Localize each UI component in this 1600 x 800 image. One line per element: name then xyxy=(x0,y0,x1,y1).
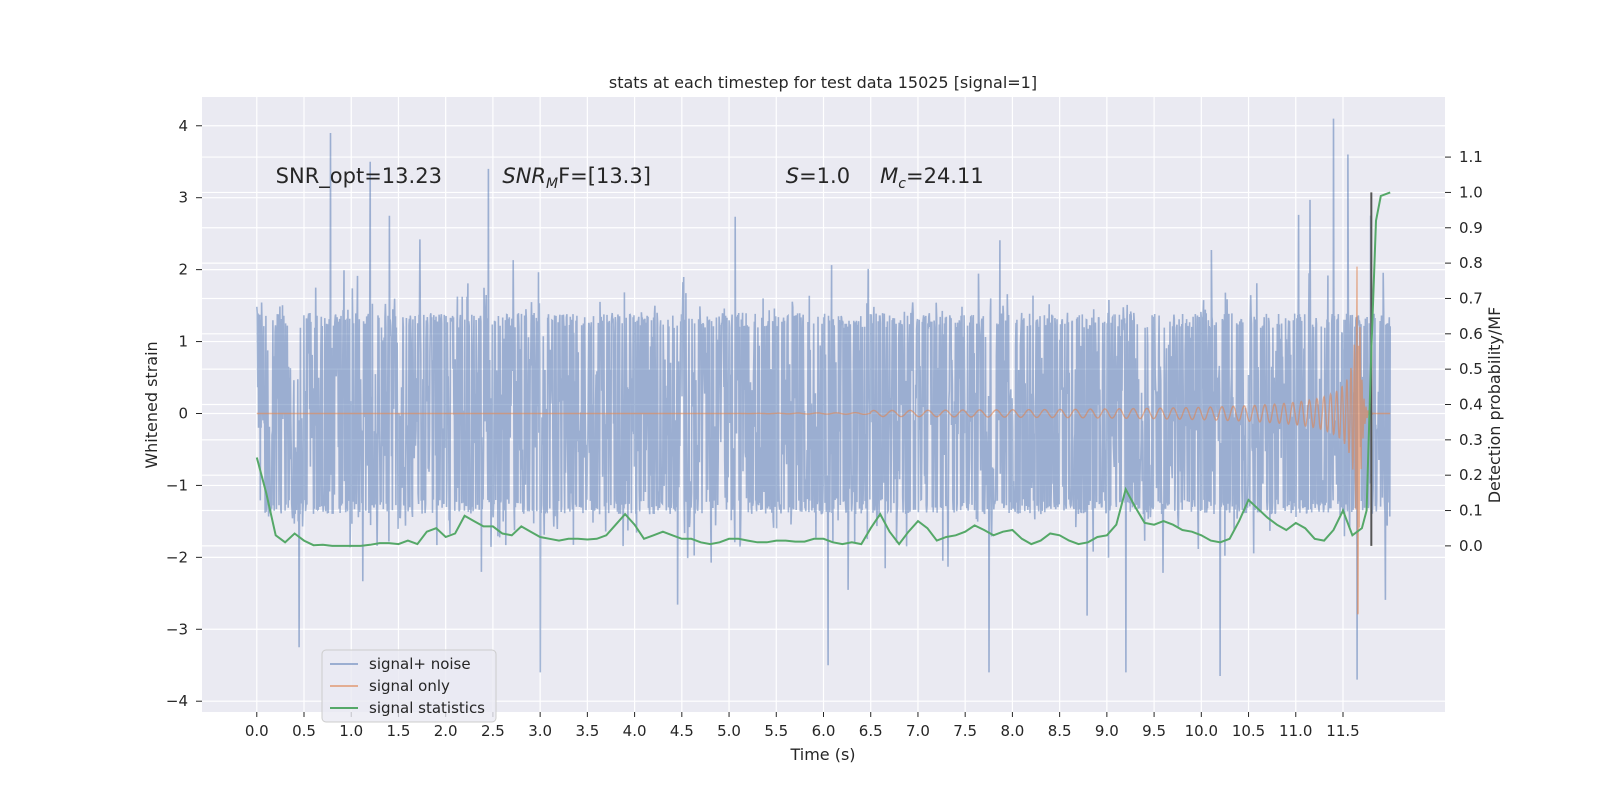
x-tick-label: 0.5 xyxy=(292,722,316,740)
signal-only-line xyxy=(256,266,1391,615)
signal-statistics-line xyxy=(255,191,1391,547)
y-tick-label: 2 xyxy=(178,261,188,279)
x-tick-label: 9.5 xyxy=(1142,722,1166,740)
y2-tick-label: 0.7 xyxy=(1459,289,1483,307)
y2-tick-label: 0.0 xyxy=(1459,537,1483,555)
x-tick-label: 6.0 xyxy=(812,722,836,740)
y2-tick-label: 0.5 xyxy=(1459,360,1483,378)
y-tick-label: 4 xyxy=(178,117,188,135)
x-tick-label: 2.0 xyxy=(434,722,458,740)
axes-layer: 0.0 0.5 1.0 1.5 2.0 2.5 3.0 3.5 4.0 4.5 5.0 5.5 6.0 6… xyxy=(166,117,1483,740)
annotation-text: S=1.0 xyxy=(786,164,850,188)
y-tick-label: −1 xyxy=(166,476,188,494)
x-axis-label: Time (s) xyxy=(789,745,855,764)
y-axis-label: Whitened strain xyxy=(142,341,161,468)
legend: signal+ noise signal only signal statistic… xyxy=(321,649,497,723)
x-tick-label: 6.5 xyxy=(859,722,883,740)
x-tick-label: 3.5 xyxy=(575,722,599,740)
annotations: SNR_opt=13.23 SNRMF=[13.3] S=1.0 Mc=24.11 xyxy=(276,164,984,192)
legend-entry: signal statistics xyxy=(369,699,485,717)
x-tick-label: 3.0 xyxy=(528,722,552,740)
x-tick-label: 10.5 xyxy=(1232,722,1265,740)
y2-tick-label: 0.1 xyxy=(1459,502,1483,520)
y2-tick-label: 1.1 xyxy=(1459,148,1483,166)
x-tick-label: 11.5 xyxy=(1326,722,1359,740)
x-tick-label: 1.0 xyxy=(339,722,363,740)
y2-tick-label: 1.0 xyxy=(1459,183,1483,201)
x-tick-label: 10.0 xyxy=(1185,722,1218,740)
legend-entry: signal only xyxy=(369,677,450,695)
y2-tick-label: 0.4 xyxy=(1459,396,1483,414)
x-tick-label: 7.0 xyxy=(906,722,930,740)
legend-box xyxy=(321,649,497,723)
series-layer xyxy=(255,118,1391,680)
y2-tick-label: 0.3 xyxy=(1459,431,1483,449)
x-tick-label: 2.5 xyxy=(481,722,505,740)
annotation-text: SNRMF=[13.3] xyxy=(502,164,651,192)
y2-tick-label: 0.9 xyxy=(1459,219,1483,237)
y-tick-label: −4 xyxy=(166,692,188,710)
annotation-text: Mc=24.11 xyxy=(880,164,984,192)
x-tick-label: 7.5 xyxy=(953,722,977,740)
y-tick-label: 0 xyxy=(178,404,188,422)
y2-tick-label: 0.8 xyxy=(1459,254,1483,272)
y-tick-label: −2 xyxy=(166,548,188,566)
x-tick-label: 4.0 xyxy=(623,722,647,740)
y-tick-label: 1 xyxy=(178,333,188,351)
signal-noise-line xyxy=(256,118,1391,680)
annotation-text: SNR_opt=13.23 xyxy=(276,164,442,189)
y2-tick-label: 0.6 xyxy=(1459,325,1483,343)
x-tick-label: 8.0 xyxy=(1000,722,1024,740)
y-tick-label: 3 xyxy=(178,189,188,207)
y-tick-label: −3 xyxy=(166,620,188,638)
x-tick-label: 0.0 xyxy=(245,722,269,740)
chart-title: stats at each timestep for test data 150… xyxy=(609,73,1037,92)
y2-tick-label: 0.2 xyxy=(1459,466,1483,484)
y2-axis-label: Detection probability/MF xyxy=(1485,307,1504,504)
x-tick-label: 11.0 xyxy=(1279,722,1312,740)
x-tick-label: 1.5 xyxy=(387,722,411,740)
x-tick-label: 8.5 xyxy=(1048,722,1072,740)
x-tick-label: 9.0 xyxy=(1095,722,1119,740)
x-tick-label: 4.5 xyxy=(670,722,694,740)
x-tick-label: 5.5 xyxy=(764,722,788,740)
legend-entry: signal+ noise xyxy=(369,655,471,673)
x-tick-label: 5.0 xyxy=(717,722,741,740)
